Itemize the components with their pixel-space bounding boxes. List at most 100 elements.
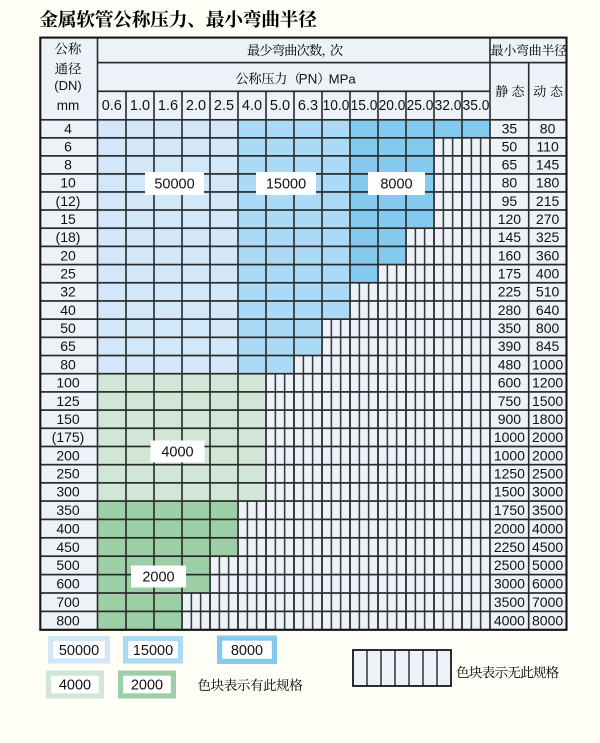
svg-text:3500: 3500 [494,594,525,610]
svg-text:15.0: 15.0 [351,98,378,114]
svg-text:1.6: 1.6 [158,98,178,114]
svg-text:50000: 50000 [154,177,194,193]
svg-text:4: 4 [64,121,72,137]
svg-text:8000: 8000 [380,177,412,193]
svg-text:15000: 15000 [266,177,306,193]
svg-text:280: 280 [498,302,522,318]
svg-text:5000: 5000 [532,557,563,573]
svg-text:120: 120 [498,211,522,227]
svg-text:(18): (18) [56,229,81,245]
svg-text:2.5: 2.5 [214,98,234,114]
svg-text:390: 390 [498,338,522,354]
svg-text:8000: 8000 [231,643,263,659]
svg-text:4000: 4000 [494,612,525,628]
svg-text:35.0: 35.0 [463,98,490,114]
svg-text:50000: 50000 [59,643,99,659]
svg-text:2000: 2000 [532,429,563,445]
svg-text:4500: 4500 [532,539,563,555]
svg-text:300: 300 [56,484,80,500]
svg-text:175: 175 [498,266,522,282]
svg-text:5.0: 5.0 [270,98,290,114]
svg-text:110: 110 [536,139,559,155]
svg-text:(12): (12) [56,193,81,209]
svg-text:6: 6 [64,139,72,155]
svg-text:50: 50 [60,320,76,336]
svg-text:10.0: 10.0 [323,98,350,114]
svg-text:640: 640 [536,302,560,318]
svg-text:360: 360 [536,247,560,263]
svg-text:2000: 2000 [131,678,163,694]
svg-text:480: 480 [498,356,522,372]
svg-text:125: 125 [56,393,80,409]
svg-text:1500: 1500 [494,484,525,500]
svg-text:1.0: 1.0 [130,98,150,114]
svg-text:MPa: MPa [329,71,357,86]
svg-text:200: 200 [56,447,80,463]
svg-text:80: 80 [60,356,76,372]
svg-text:325: 325 [536,229,560,245]
svg-text:1000: 1000 [494,429,525,445]
svg-text:1000: 1000 [532,356,563,372]
svg-text:180: 180 [536,175,560,191]
svg-text:6000: 6000 [532,576,563,592]
svg-text:150: 150 [56,411,80,427]
svg-text:350: 350 [498,320,522,336]
svg-text:1750: 1750 [494,502,525,518]
svg-text:2000: 2000 [142,570,174,586]
svg-text:3000: 3000 [532,484,563,500]
svg-text:(DN): (DN) [54,78,81,93]
svg-text:400: 400 [56,520,80,536]
svg-text:35: 35 [502,121,518,137]
svg-text:25: 25 [60,266,76,282]
svg-text:225: 225 [498,284,522,300]
svg-text:80: 80 [540,121,556,137]
svg-text:750: 750 [498,393,522,409]
svg-text:4000: 4000 [161,445,193,461]
svg-text:PN: PN [299,71,318,86]
svg-text:65: 65 [60,338,76,354]
svg-text:mm: mm [57,98,80,113]
svg-text:350: 350 [56,502,80,518]
svg-text:250: 250 [56,466,80,482]
svg-text:100: 100 [56,375,80,391]
svg-text:1500: 1500 [532,393,563,409]
svg-text:800: 800 [56,612,80,628]
svg-text:145: 145 [536,157,560,173]
svg-text:900: 900 [498,411,522,427]
svg-text:4000: 4000 [532,520,563,536]
svg-text:15: 15 [60,211,76,227]
svg-text:25.0: 25.0 [407,98,434,114]
svg-text:15000: 15000 [133,643,173,659]
svg-text:4.0: 4.0 [242,98,262,114]
svg-text:145: 145 [498,229,522,245]
svg-text:600: 600 [56,576,80,592]
svg-text:8: 8 [64,157,72,173]
svg-text:20: 20 [60,247,76,263]
svg-text:(175): (175) [52,429,85,445]
svg-text:2500: 2500 [532,466,563,482]
svg-text:1250: 1250 [494,466,525,482]
svg-text:1200: 1200 [532,375,563,391]
svg-text:845: 845 [536,338,560,354]
svg-text:7000: 7000 [532,594,563,610]
svg-text:8000: 8000 [532,612,563,628]
svg-text:32: 32 [60,284,76,300]
svg-text:2.0: 2.0 [186,98,206,114]
svg-text:3000: 3000 [494,576,525,592]
svg-text:95: 95 [502,193,518,209]
svg-text:80: 80 [502,175,518,191]
svg-text:500: 500 [56,557,80,573]
svg-text:160: 160 [498,247,522,263]
svg-text:700: 700 [56,594,80,610]
svg-text:1000: 1000 [494,447,525,463]
svg-text:2250: 2250 [494,539,525,555]
svg-text:510: 510 [536,284,560,300]
svg-text:800: 800 [536,320,560,336]
svg-text:400: 400 [536,266,560,282]
svg-text:1800: 1800 [532,411,563,427]
svg-text:270: 270 [536,211,560,227]
svg-text:600: 600 [498,375,522,391]
svg-text:40: 40 [60,302,76,318]
svg-text:6.3: 6.3 [298,98,318,114]
svg-text:215: 215 [536,193,560,209]
